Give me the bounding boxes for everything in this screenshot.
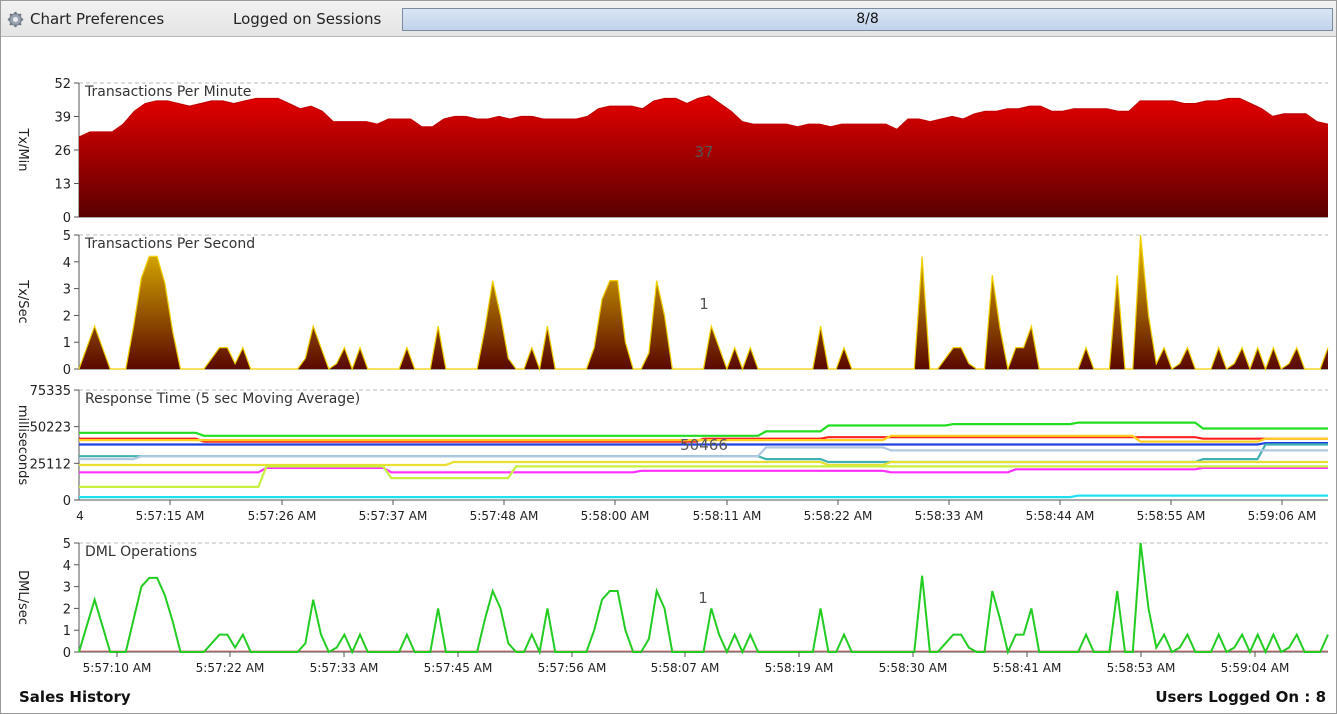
y-tick-label: 5 bbox=[63, 537, 71, 552]
toolbar: Chart Preferences Logged on Sessions 8/8 bbox=[1, 1, 1336, 37]
y-tick-label: 3 bbox=[63, 581, 71, 596]
y-tick-label: 5 bbox=[63, 229, 71, 244]
y-tick-label: 0 bbox=[63, 646, 71, 661]
y-tick-label: 50223 bbox=[30, 421, 71, 436]
response-series-s4 bbox=[79, 442, 1328, 446]
y-tick-label: 3 bbox=[63, 283, 71, 298]
x-tick-label: 5:57:26 AM bbox=[248, 509, 317, 523]
x-tick-label: 5:59:04 AM bbox=[1221, 661, 1290, 675]
current-value-label: 37 bbox=[694, 143, 713, 161]
x-tick-label: 5:58:44 AM bbox=[1026, 509, 1095, 523]
response-series-s9 bbox=[79, 465, 1328, 488]
users-logged-on-label: Users Logged On : bbox=[1155, 688, 1316, 706]
users-logged-on: Users Logged On : 8 bbox=[1155, 688, 1326, 706]
response-series-s6 bbox=[79, 446, 1328, 461]
current-value-label: 1 bbox=[698, 589, 708, 607]
x-tick-label: 5:58:55 AM bbox=[1137, 509, 1206, 523]
y-tick-label: 0 bbox=[63, 494, 71, 509]
x-tick-label: 5:58:11 AM bbox=[693, 509, 762, 523]
y-axis-label: milliseconds bbox=[15, 405, 30, 485]
logged-on-sessions-label: Logged on Sessions bbox=[233, 10, 382, 28]
y-tick-label: 39 bbox=[54, 111, 71, 126]
chart-title: Transactions Per Minute bbox=[84, 84, 251, 100]
response-series-s3 bbox=[79, 434, 1328, 443]
x-tick-label: 5:58:19 AM bbox=[765, 661, 834, 675]
x-tick-label: 5:58:07 AM bbox=[651, 661, 720, 675]
y-tick-label: 52 bbox=[54, 77, 71, 92]
area-fill bbox=[79, 95, 1328, 217]
footer-app-name: Sales History bbox=[19, 688, 131, 706]
y-tick-label: 2 bbox=[63, 309, 71, 324]
y-tick-label: 4 bbox=[63, 559, 71, 574]
y-tick-label: 2 bbox=[63, 602, 71, 617]
x-tick-label: 5:57:22 AM bbox=[196, 661, 265, 675]
response-series-s7 bbox=[79, 460, 1328, 467]
x-tick-label: 5:58:22 AM bbox=[804, 509, 873, 523]
dml-series-line bbox=[78, 542, 1329, 656]
x-tick-label: 5:58:41 AM bbox=[993, 661, 1062, 675]
area-line bbox=[78, 95, 1329, 138]
y-axis-label: Tx/Min bbox=[15, 127, 30, 171]
sessions-progress-fill bbox=[403, 9, 1332, 30]
x-tick-label: 5:57:15 AM bbox=[136, 509, 205, 523]
x-tick-label: 5:57:45 AM bbox=[424, 661, 493, 675]
x-tick-label: 5:57:48 AM bbox=[470, 509, 539, 523]
x-tick-label: 5:57:10 AM bbox=[83, 661, 152, 675]
y-axis-label: DML/sec bbox=[15, 570, 30, 625]
chart-title: Response Time (5 sec Moving Average) bbox=[85, 391, 360, 407]
y-tick-label: 0 bbox=[63, 211, 71, 226]
x-tick-label: 5:59:06 AM bbox=[1248, 509, 1317, 523]
response-series-s8 bbox=[79, 466, 1328, 474]
sessions-progress-value: 8/8 bbox=[856, 11, 879, 27]
x-tick-label: 5:57:56 AM bbox=[538, 661, 607, 675]
y-tick-label: 1 bbox=[63, 336, 71, 351]
y-tick-label: 75335 bbox=[30, 384, 71, 399]
y-tick-label: 13 bbox=[54, 178, 71, 193]
x-edge-tick-label: 4 bbox=[76, 509, 84, 523]
x-tick-label: 5:58:00 AM bbox=[581, 509, 650, 523]
y-tick-label: 25112 bbox=[30, 457, 71, 472]
y-tick-label: 1 bbox=[63, 624, 71, 639]
y-tick-label: 4 bbox=[63, 256, 71, 271]
sessions-progress-bar: 8/8 bbox=[402, 8, 1333, 31]
x-tick-label: 5:57:37 AM bbox=[359, 509, 428, 523]
current-value-label: 50466 bbox=[680, 436, 728, 454]
response-series-s1 bbox=[79, 421, 1328, 437]
chart-preferences-label: Chart Preferences bbox=[30, 10, 165, 28]
x-tick-label: 5:57:33 AM bbox=[310, 661, 379, 675]
y-tick-label: 26 bbox=[54, 144, 71, 159]
y-tick-label: 0 bbox=[63, 363, 71, 378]
response-series-s10 bbox=[79, 494, 1328, 499]
users-logged-on-value: 8 bbox=[1315, 688, 1326, 706]
gear-icon bbox=[7, 11, 24, 27]
chart-preferences-button[interactable]: Chart Preferences bbox=[7, 7, 164, 31]
x-tick-label: 5:58:30 AM bbox=[879, 661, 948, 675]
chart-title: Transactions Per Second bbox=[84, 236, 255, 252]
chart-title: DML Operations bbox=[85, 544, 197, 560]
y-axis-label: Tx/Sec bbox=[15, 279, 30, 323]
x-tick-label: 5:58:53 AM bbox=[1107, 661, 1176, 675]
x-tick-label: 5:58:33 AM bbox=[915, 509, 984, 523]
area-line bbox=[78, 234, 1329, 372]
current-value-label: 1 bbox=[699, 295, 709, 313]
